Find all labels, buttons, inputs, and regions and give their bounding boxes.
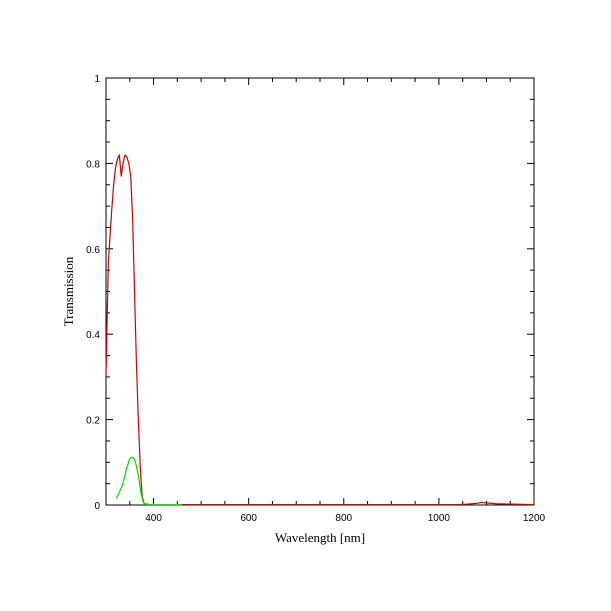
series-line-1	[105, 154, 535, 506]
axis-ticks	[105, 77, 535, 506]
x-tick-label: 1000	[428, 513, 451, 524]
y-tick-label: 0.8	[86, 159, 100, 170]
plot-frame-group	[105, 77, 535, 506]
x-tick-label: 400	[145, 513, 162, 524]
series-line-2	[115, 456, 183, 506]
y-tick-label: 1	[94, 74, 100, 85]
x-axis-label: Wavelength [nm]	[275, 530, 365, 545]
series-lines	[105, 154, 535, 506]
y-tick-label: 0	[94, 501, 100, 512]
x-tick-label: 600	[240, 513, 257, 524]
y-axis-label: Transmission	[61, 256, 76, 326]
y-tick-label: 0.2	[86, 416, 100, 427]
plot-frame	[105, 77, 535, 506]
y-tick-label: 0.4	[86, 330, 100, 341]
x-tick-label: 800	[335, 513, 352, 524]
tick-labels: 400 600 800 1000 1200 0 0.2 0.4 0.6 0.8 1	[86, 74, 545, 524]
y-tick-label: 0.6	[86, 245, 100, 256]
x-tick-label: 1200	[523, 513, 546, 524]
